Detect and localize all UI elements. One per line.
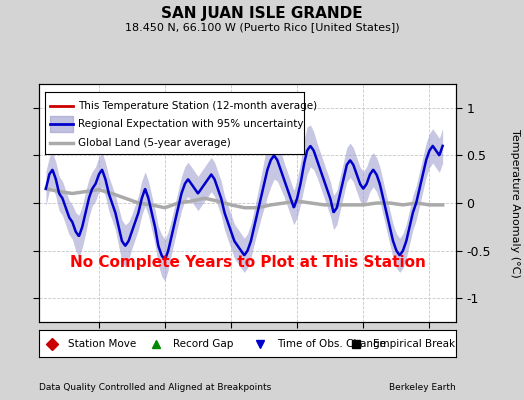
Text: Berkeley Earth: Berkeley Earth (389, 383, 456, 392)
Text: Data Quality Controlled and Aligned at Breakpoints: Data Quality Controlled and Aligned at B… (39, 383, 271, 392)
Text: Station Move: Station Move (69, 338, 137, 348)
Text: Global Land (5-year average): Global Land (5-year average) (78, 138, 231, 148)
Text: SAN JUAN ISLE GRANDE: SAN JUAN ISLE GRANDE (161, 6, 363, 21)
Text: Empirical Break: Empirical Break (373, 338, 455, 348)
Text: This Temperature Station (12-month average): This Temperature Station (12-month avera… (78, 101, 318, 111)
Text: Time of Obs. Change: Time of Obs. Change (277, 338, 386, 348)
Text: Regional Expectation with 95% uncertainty: Regional Expectation with 95% uncertaint… (78, 119, 304, 129)
Y-axis label: Temperature Anomaly (°C): Temperature Anomaly (°C) (510, 129, 520, 277)
Text: 18.450 N, 66.100 W (Puerto Rico [United States]): 18.450 N, 66.100 W (Puerto Rico [United … (125, 22, 399, 32)
Text: No Complete Years to Plot at This Station: No Complete Years to Plot at This Statio… (70, 255, 425, 270)
Text: Record Gap: Record Gap (172, 338, 233, 348)
